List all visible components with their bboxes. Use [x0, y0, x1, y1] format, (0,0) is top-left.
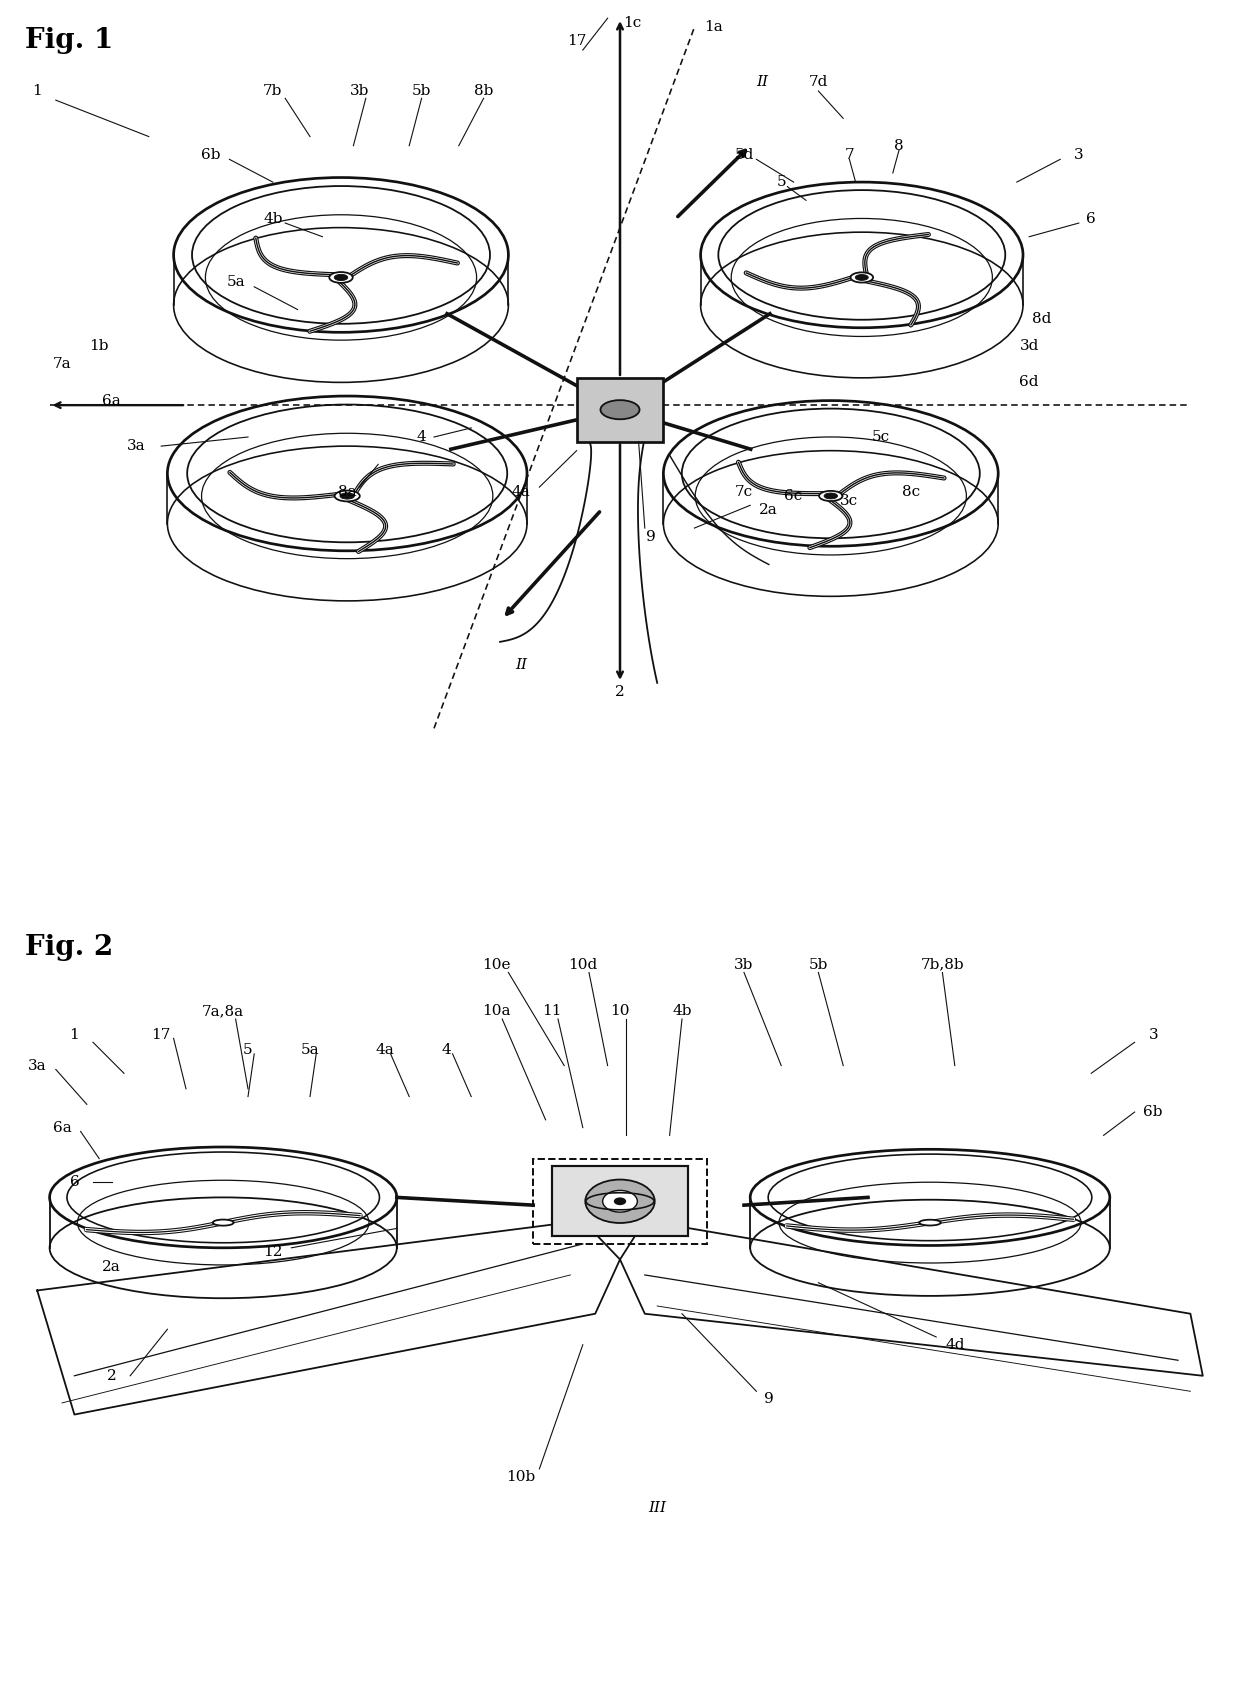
- Text: 5b: 5b: [412, 84, 432, 98]
- Ellipse shape: [335, 491, 360, 501]
- Text: 6: 6: [69, 1175, 79, 1189]
- Text: 3a: 3a: [126, 438, 146, 454]
- Text: 5a: 5a: [226, 275, 246, 290]
- Text: 3b: 3b: [734, 958, 754, 971]
- Text: 5: 5: [776, 175, 786, 189]
- Text: 6b: 6b: [201, 148, 221, 162]
- Text: 8a: 8a: [337, 484, 357, 499]
- Text: 2a: 2a: [759, 502, 779, 518]
- Text: 8: 8: [894, 138, 904, 153]
- Text: 8b: 8b: [474, 84, 494, 98]
- Text: 8c: 8c: [903, 484, 920, 499]
- Text: 10b: 10b: [506, 1470, 536, 1484]
- Text: 1a: 1a: [703, 20, 723, 34]
- Bar: [552, 1167, 688, 1236]
- Text: 17: 17: [567, 34, 587, 47]
- Text: 7c: 7c: [735, 484, 753, 499]
- Text: 4a: 4a: [511, 484, 531, 499]
- Ellipse shape: [330, 271, 352, 283]
- Ellipse shape: [213, 1219, 233, 1226]
- Circle shape: [585, 1180, 655, 1222]
- Text: 17: 17: [151, 1027, 171, 1042]
- Text: II: II: [756, 74, 769, 89]
- Text: 3d: 3d: [1019, 339, 1039, 352]
- Text: 4: 4: [417, 430, 427, 443]
- Text: 6c: 6c: [785, 489, 802, 502]
- Text: 1: 1: [69, 1027, 79, 1042]
- Ellipse shape: [825, 492, 837, 499]
- Text: 3c: 3c: [841, 494, 858, 507]
- Text: 7: 7: [844, 148, 854, 162]
- Text: II: II: [515, 658, 527, 671]
- Text: 4b: 4b: [263, 211, 283, 226]
- Text: 7a: 7a: [52, 357, 72, 371]
- Text: 6a: 6a: [52, 1121, 72, 1135]
- Text: 6a: 6a: [102, 393, 122, 408]
- Text: III: III: [649, 1501, 666, 1514]
- Text: 7b,8b: 7b,8b: [920, 958, 965, 971]
- Text: 5: 5: [243, 1044, 253, 1057]
- Text: 4: 4: [441, 1044, 451, 1057]
- Ellipse shape: [600, 400, 640, 420]
- Text: 2a: 2a: [102, 1259, 122, 1275]
- Ellipse shape: [340, 492, 355, 499]
- Text: 4b: 4b: [672, 1005, 692, 1018]
- Bar: [577, 378, 663, 442]
- Text: 10e: 10e: [482, 958, 510, 971]
- Text: Fig. 2: Fig. 2: [25, 934, 113, 961]
- Text: 9: 9: [646, 529, 656, 545]
- Text: 5c: 5c: [872, 430, 889, 443]
- Text: 6: 6: [1086, 211, 1096, 226]
- Text: 3: 3: [1074, 148, 1084, 162]
- Text: 2: 2: [107, 1369, 117, 1383]
- Text: 7d: 7d: [808, 74, 828, 89]
- Ellipse shape: [851, 273, 873, 283]
- Text: 10: 10: [610, 1005, 630, 1018]
- Text: 1c: 1c: [624, 15, 641, 30]
- Text: 12: 12: [263, 1244, 283, 1259]
- Text: 1b: 1b: [89, 339, 109, 352]
- Ellipse shape: [820, 491, 842, 501]
- Text: 10a: 10a: [482, 1005, 510, 1018]
- Text: 11: 11: [542, 1005, 562, 1018]
- Text: 9: 9: [764, 1393, 774, 1406]
- Ellipse shape: [856, 275, 868, 280]
- Text: 8d: 8d: [1032, 312, 1052, 325]
- Text: 10d: 10d: [568, 958, 598, 971]
- Text: 5b: 5b: [808, 958, 828, 971]
- Circle shape: [603, 1190, 637, 1212]
- Text: 7a,8a: 7a,8a: [202, 1005, 244, 1018]
- Text: 6b: 6b: [1143, 1104, 1163, 1120]
- Text: 7b: 7b: [263, 84, 283, 98]
- Text: 1: 1: [32, 84, 42, 98]
- Bar: [533, 1158, 707, 1244]
- Circle shape: [614, 1197, 626, 1205]
- Text: 4a: 4a: [374, 1044, 394, 1057]
- Text: 3: 3: [1148, 1027, 1158, 1042]
- Text: 2: 2: [615, 685, 625, 700]
- Text: 3a: 3a: [27, 1059, 47, 1072]
- Text: 5a: 5a: [300, 1044, 320, 1057]
- Ellipse shape: [919, 1219, 941, 1226]
- Text: 5d: 5d: [734, 148, 754, 162]
- Text: Fig. 1: Fig. 1: [25, 27, 113, 54]
- Text: 6d: 6d: [1019, 376, 1039, 389]
- Ellipse shape: [335, 275, 347, 280]
- Text: 3b: 3b: [350, 84, 370, 98]
- Text: 4d: 4d: [945, 1337, 965, 1352]
